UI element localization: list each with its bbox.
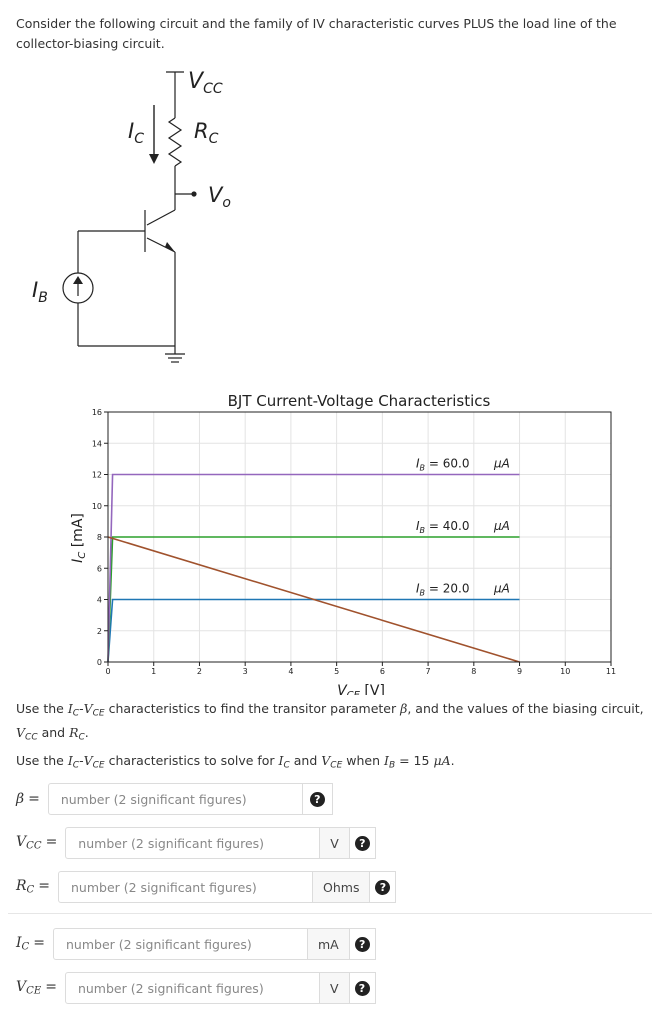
ic-label: I	[128, 119, 134, 143]
circuit-schematic: VCC RC IC Vo IB	[32, 69, 231, 363]
ic-sub: C	[134, 131, 144, 147]
y-tick-label: 6	[97, 564, 102, 573]
ib-sub: B	[38, 290, 48, 306]
ib-unit: μA	[493, 519, 510, 533]
vcc-label: V	[188, 69, 205, 94]
ic-input[interactable]	[52, 928, 308, 960]
svg-text:IB: IB	[32, 278, 48, 306]
beta-label: β =	[16, 791, 40, 807]
rc-unit: Ohms	[313, 871, 371, 903]
y-tick-label: 12	[92, 471, 102, 480]
x-tick-label: 6	[380, 667, 385, 676]
plot-frame	[107, 411, 612, 663]
vo-label: V	[208, 183, 224, 207]
chart-ylabel: IC [mA]	[70, 513, 88, 563]
instruction-2: Use the IC-VCE characteristics to solve …	[16, 753, 455, 771]
rc-sub: C	[209, 131, 219, 147]
vcc-sub: CC	[203, 81, 223, 97]
iv-curve-series	[107, 473, 520, 663]
y-tick-label: 16	[92, 408, 102, 417]
load-line	[107, 536, 520, 663]
ib-annotation: IB = 60.0	[416, 457, 469, 473]
help-icon[interactable]: ?	[354, 936, 370, 952]
beta-row: β= ?	[16, 783, 333, 815]
y-tick-label: 0	[97, 658, 102, 667]
problem-intro: Consider the following circuit and the f…	[16, 16, 617, 51]
svg-text:Vo: Vo	[208, 183, 231, 211]
ic-field-label: IC =	[16, 935, 45, 953]
x-tick-label: 3	[243, 667, 248, 676]
ib-annotation: IB = 40.0	[416, 519, 469, 535]
rc-field-label: RC =	[16, 878, 50, 896]
x-tick-label: 4	[288, 667, 293, 676]
x-tick-label: 7	[426, 667, 431, 676]
vce-row: VCE= V ?	[16, 972, 376, 1004]
ib-unit: μA	[493, 582, 510, 596]
y-tick-label: 4	[97, 596, 102, 605]
rc-input[interactable]	[58, 871, 313, 903]
rc-row: RC= Ohms ?	[16, 871, 397, 903]
rc-label: R	[194, 119, 209, 143]
vcc-row: VCC= V ?	[16, 827, 376, 859]
vce-input[interactable]	[64, 972, 320, 1004]
vcc-field-label: VCC =	[16, 834, 58, 852]
beta-help[interactable]: ?	[302, 783, 333, 815]
ib-annotation: IB = 20.0	[416, 582, 469, 598]
y-tick-label: 2	[97, 627, 102, 636]
ib-unit: μA	[493, 457, 510, 471]
ic-row: IC= mA ?	[16, 928, 376, 960]
ic-help[interactable]: ?	[349, 928, 376, 960]
section-divider	[8, 913, 652, 914]
x-tick-label: 1	[151, 667, 156, 676]
help-icon[interactable]: ?	[354, 835, 370, 851]
vo-sub: o	[222, 195, 231, 211]
chart-xlabel: VCE [V]	[337, 683, 385, 695]
x-tick-label: 8	[471, 667, 476, 676]
svg-text:VCC: VCC	[188, 69, 223, 97]
ic-unit: mA	[307, 928, 350, 960]
instruction-1: Use the IC-VCE characteristics to find t…	[16, 701, 644, 743]
x-tick-label: 0	[105, 667, 110, 676]
vce-unit: V	[319, 972, 350, 1004]
rc-help[interactable]: ?	[370, 871, 397, 903]
svg-text:RC: RC	[194, 119, 219, 147]
iv-chart: BJT Current-Voltage Characteristics IC […	[70, 392, 616, 695]
y-tick-label: 10	[92, 502, 102, 511]
x-tick-label: 11	[606, 667, 616, 676]
help-icon[interactable]: ?	[375, 879, 391, 895]
vcc-input[interactable]	[65, 827, 321, 859]
ib-label: I	[32, 278, 38, 302]
y-tick-label: 14	[92, 439, 102, 448]
y-tick-label: 8	[97, 533, 102, 542]
help-icon[interactable]: ?	[354, 980, 370, 996]
vce-help[interactable]: ?	[349, 972, 376, 1004]
vce-field-label: VCE =	[16, 979, 57, 997]
x-tick-label: 2	[197, 667, 202, 676]
chart-title: BJT Current-Voltage Characteristics	[228, 392, 491, 410]
x-tick-label: 9	[517, 667, 522, 676]
svg-text:IC: IC	[128, 119, 144, 147]
x-tick-label: 5	[334, 667, 339, 676]
vcc-help[interactable]: ?	[349, 827, 376, 859]
x-tick-label: 10	[560, 667, 570, 676]
vcc-unit: V	[320, 827, 350, 859]
help-icon[interactable]: ?	[309, 791, 325, 807]
beta-input[interactable]	[47, 783, 303, 815]
